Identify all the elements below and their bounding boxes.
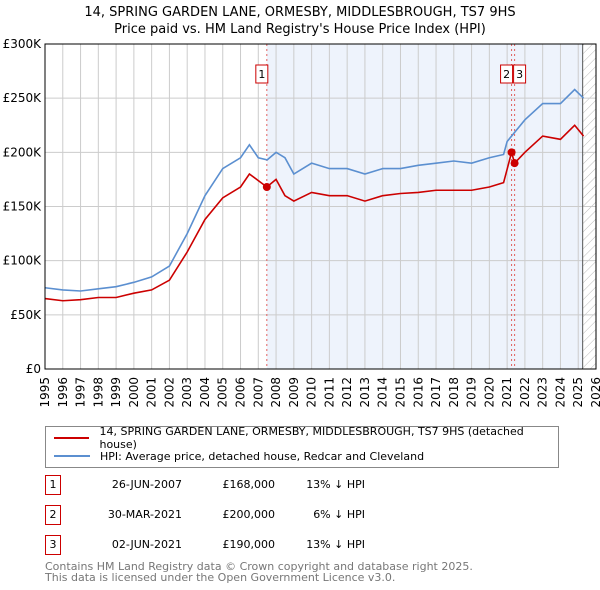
x-tick-label: 1998 (91, 377, 105, 408)
x-tick-label: 2015 (393, 377, 407, 408)
sale-date: 02-JUN-2021 (111, 538, 182, 551)
table-row: 2 30-MAR-2021 £200,000 6% ↓ HPI (45, 505, 445, 525)
chart-title: 14, SPRING GARDEN LANE, ORMESBY, MIDDLES… (0, 4, 600, 38)
x-tick-label: 2014 (376, 377, 390, 408)
x-tick-label: 2006 (234, 377, 248, 408)
x-tick-label: 2000 (127, 377, 141, 408)
sale-label-box (255, 64, 269, 84)
sale-label: 1 (258, 68, 265, 81)
x-tick-label: 2018 (447, 377, 461, 408)
y-tick-label: £100K (3, 254, 43, 268)
legend: 14, SPRING GARDEN LANE, ORMESBY, MIDDLES… (45, 425, 559, 468)
sale-price: £200,000 (222, 508, 276, 521)
title-line-1: 14, SPRING GARDEN LANE, ORMESBY, MIDDLES… (84, 5, 516, 20)
sale-date: 30-MAR-2021 (107, 508, 182, 521)
footer-line: This data is licensed under the Open Gov… (45, 571, 396, 584)
sale-point (262, 183, 271, 191)
x-tick-label: 2011 (322, 377, 336, 408)
x-tick-label: 2021 (500, 377, 514, 408)
y-tick-label: £0 (26, 362, 41, 376)
sale-point (507, 148, 516, 157)
x-tick-label: 1996 (56, 377, 70, 408)
chart: £0 £50K £100K £150K £200K £250K £300K 1995 1996 1… (3, 37, 600, 408)
sale-point (510, 159, 519, 168)
x-tick-label: 2016 (411, 377, 425, 408)
y-tick-label: £250K (3, 91, 43, 105)
x-tick-label: 2009 (287, 377, 301, 408)
sale-label-box (513, 64, 527, 84)
x-tick-label: 1995 (38, 377, 52, 408)
sale-label-box (500, 64, 514, 84)
x-tick-label: 2010 (305, 377, 319, 408)
footer: Contains HM Land Registry data © Crown c… (45, 561, 473, 583)
x-tick-label: 2003 (180, 377, 194, 408)
table-row: 3 02-JUN-2021 £190,000 13% ↓ HPI (45, 535, 445, 555)
x-tick-label: 1997 (74, 377, 88, 408)
x-tick-label: 2002 (162, 377, 176, 408)
x-tick-label: 2017 (429, 377, 443, 408)
x-tick-label: 2013 (358, 377, 372, 408)
sale-hpi-diff: 13% ↓ HPI (306, 538, 365, 551)
x-tick-label: 2001 (145, 377, 159, 408)
y-tick-label: £300K (3, 37, 43, 51)
x-tick-label: 2022 (518, 377, 532, 408)
sale-price: £168,000 (222, 478, 276, 491)
legend-label: 14, SPRING GARDEN LANE, ORMESBY, MIDDLES… (99, 425, 524, 451)
table-row: 1 26-JUN-2007 £168,000 13% ↓ HPI (45, 475, 445, 495)
x-tick-label: 2008 (269, 377, 283, 408)
sale-hpi-diff: 13% ↓ HPI (306, 478, 365, 491)
sale-label: 3 (516, 68, 523, 81)
sale-marker-badge: 1 (45, 475, 61, 495)
x-tick-label: 2019 (465, 377, 479, 408)
footer-line: Contains HM Land Registry data © Crown c… (45, 560, 473, 573)
sale-marker-badge: 2 (45, 505, 61, 525)
sale-hpi-diff: 6% ↓ HPI (313, 508, 365, 521)
x-tick-label: 2024 (553, 377, 567, 408)
x-tick-label: 2007 (251, 377, 265, 408)
x-tick-label: 2026 (589, 377, 600, 408)
y-tick-label: £50K (10, 308, 42, 322)
x-tick-label: 2020 (482, 377, 496, 408)
sale-date: 26-JUN-2007 (111, 478, 182, 491)
x-tick-label: 2025 (571, 377, 585, 408)
sale-marker-badge: 3 (45, 535, 61, 555)
x-tick-label: 2023 (536, 377, 550, 408)
y-tick-label: £150K (3, 200, 43, 214)
legend-item-hpi: HPI: Average price, detached house, Redc… (54, 448, 424, 464)
legend-item-property: 14, SPRING GARDEN LANE, ORMESBY, MIDDLES… (54, 425, 558, 451)
legend-label: HPI: Average price, detached house, Redc… (100, 449, 425, 463)
plot-frame (44, 43, 597, 370)
x-tick-label: 2004 (198, 377, 212, 408)
sale-label: 2 (503, 68, 510, 81)
x-tick-label: 1999 (109, 377, 123, 408)
series-line (44, 88, 585, 292)
y-tick-label: £200K (3, 145, 43, 159)
sale-price: £190,000 (222, 538, 276, 551)
x-tick-label: 2005 (216, 377, 230, 408)
x-tick-label: 2012 (340, 377, 354, 408)
title-line-2: Price paid vs. HM Land Registry's House … (114, 22, 486, 37)
